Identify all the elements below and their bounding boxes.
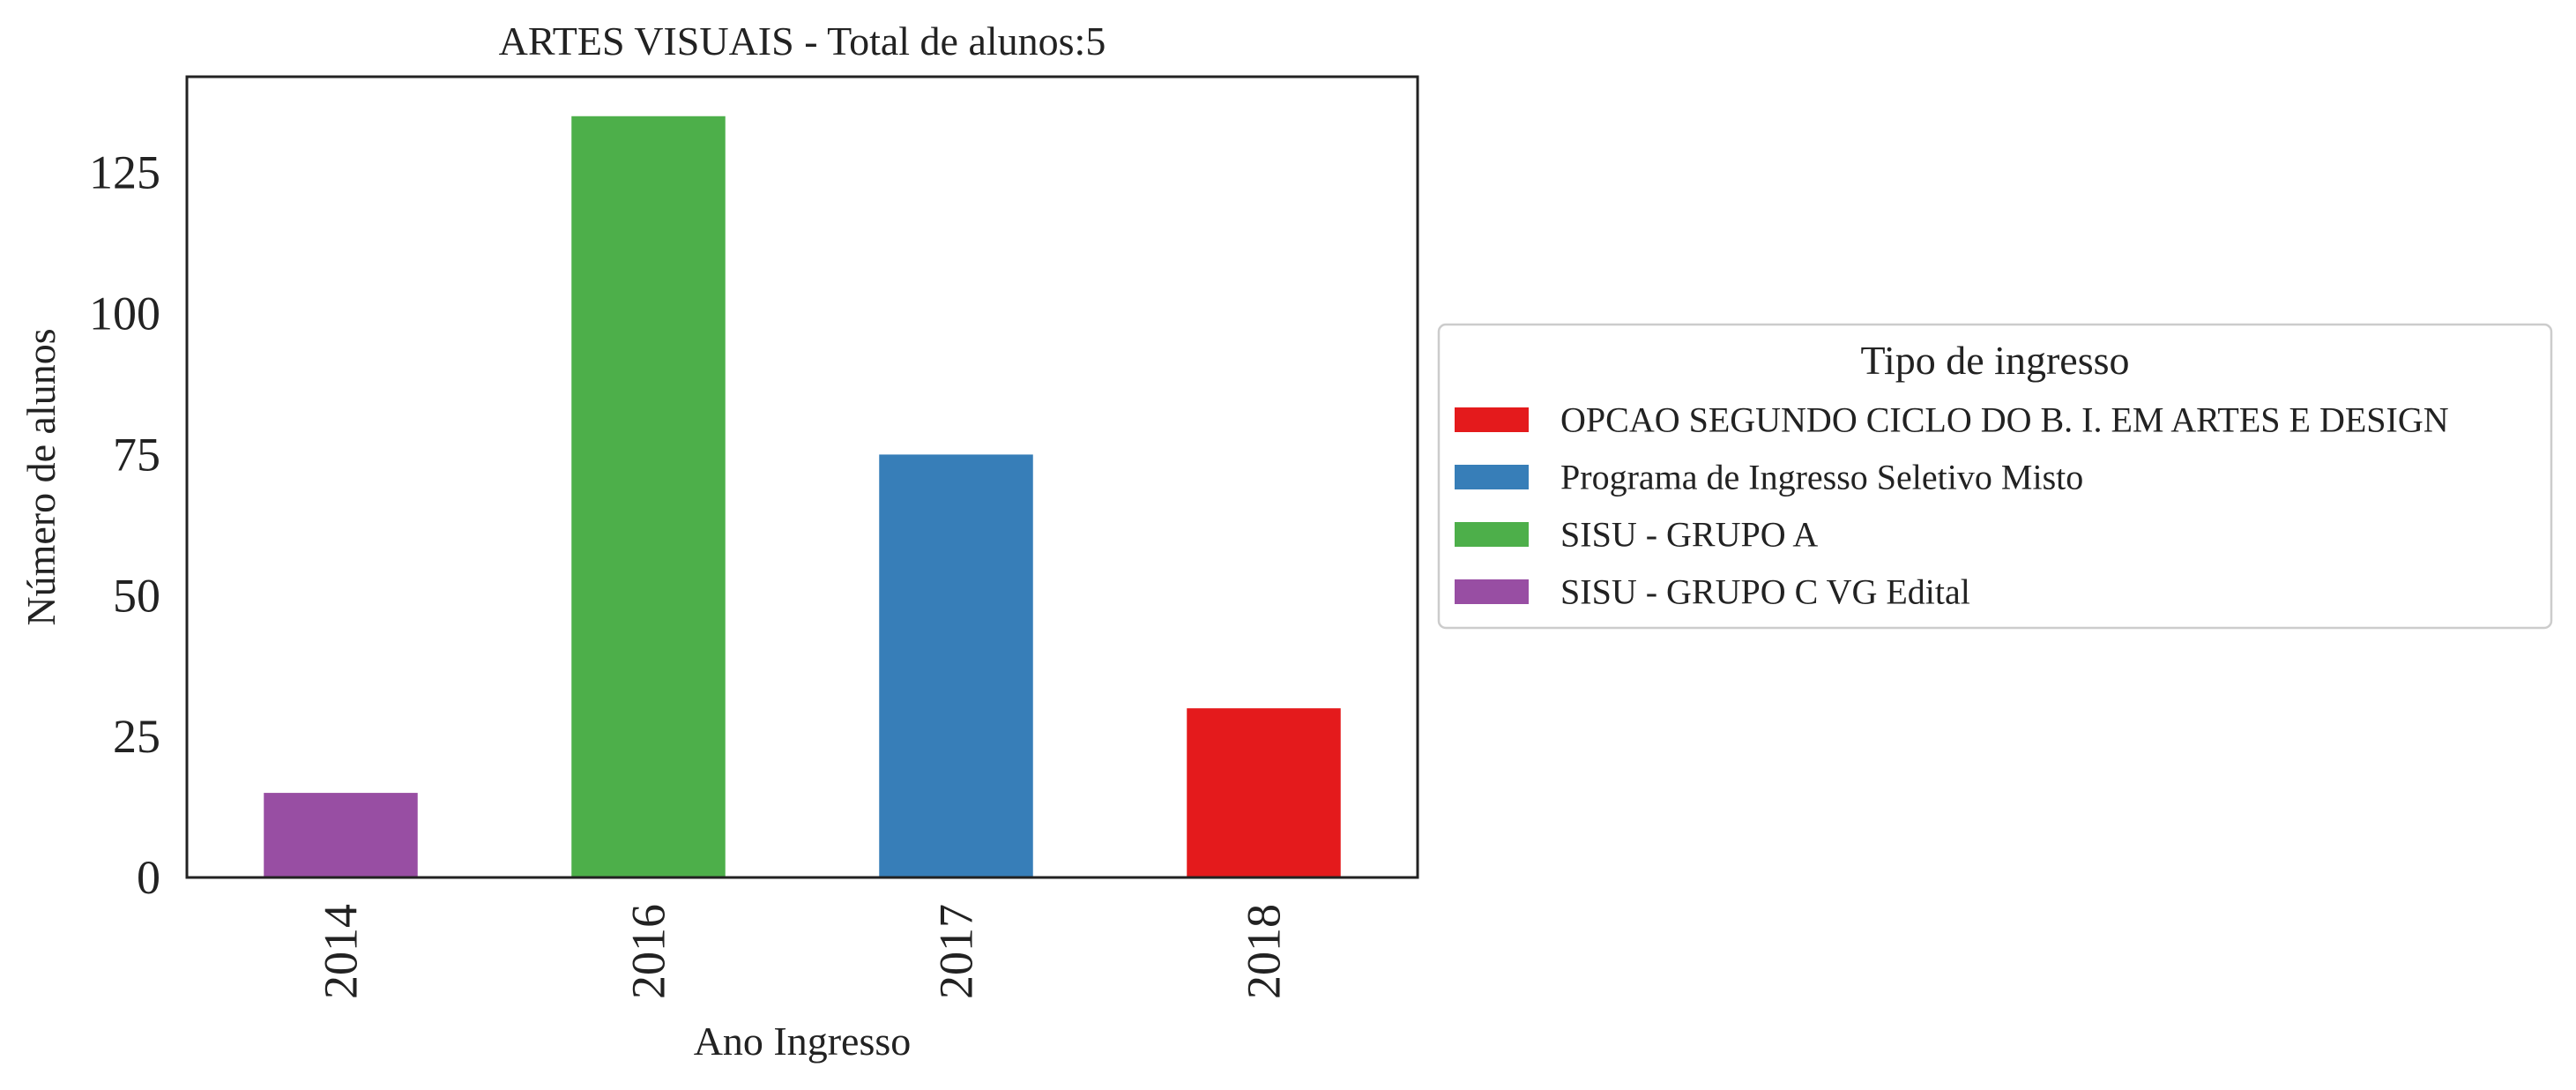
y-axis-ticks: 0 25 50 75 100 125: [89, 146, 160, 904]
y-tick-label: 25: [113, 710, 160, 763]
y-tick-label: 75: [113, 428, 160, 481]
legend: Tipo de ingresso OPCAO SEGUNDO CICLO DO …: [1437, 323, 2553, 630]
legend-label: SISU - GRUPO C VG Edital: [1560, 572, 1970, 612]
bar-2017: [879, 454, 1033, 877]
legend-title: Tipo de ingresso: [1861, 338, 2130, 383]
bar-2018: [1187, 708, 1341, 877]
plot-frame: [185, 75, 1419, 879]
x-tick-label: 2018: [1238, 904, 1291, 999]
chart-title: ARTES VISUAIS - Total de alunos:5: [499, 19, 1106, 63]
bar-2014: [264, 793, 418, 877]
legend-label: SISU - GRUPO A: [1560, 515, 1818, 555]
bars-layer: [264, 116, 1341, 877]
x-tick-label: 2017: [930, 904, 983, 999]
legend-entries: OPCAO SEGUNDO CICLO DO B. I. EM ARTES E …: [1455, 400, 2449, 612]
legend-frame: [1437, 323, 2553, 630]
x-axis-label: Ano Ingresso: [694, 1019, 912, 1064]
bar-2016: [571, 116, 726, 877]
legend-swatch: [1455, 522, 1529, 547]
y-axis-label: Número de alunos: [19, 328, 63, 625]
legend-swatch: [1455, 465, 1529, 489]
legend-label: OPCAO SEGUNDO CICLO DO B. I. EM ARTES E …: [1560, 400, 2449, 440]
legend-swatch: [1455, 407, 1529, 432]
x-tick-label: 2016: [622, 904, 675, 999]
x-tick-label: 2014: [315, 904, 368, 999]
x-axis-ticks: 2014 2016 2017 2018: [315, 904, 1291, 999]
y-tick-label: 125: [89, 146, 160, 199]
y-tick-label: 50: [113, 569, 160, 622]
legend-label: Programa de Ingresso Seletivo Misto: [1560, 458, 2083, 497]
legend-swatch: [1455, 579, 1529, 604]
y-tick-label: 100: [89, 287, 160, 340]
y-tick-label: 0: [137, 851, 160, 904]
